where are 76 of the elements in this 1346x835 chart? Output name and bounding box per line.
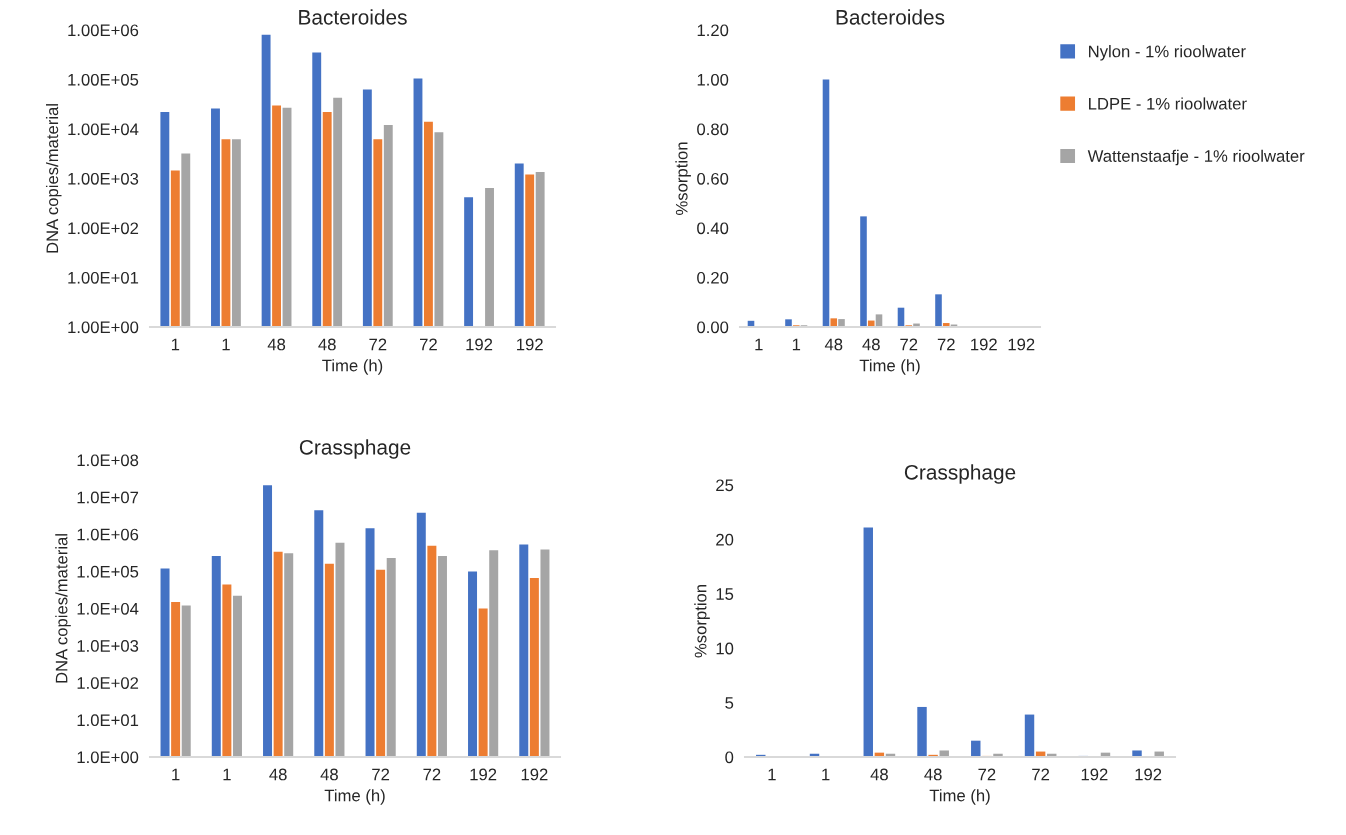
x-tick-label: 1: [792, 338, 801, 351]
chart-title: Bacteroides: [836, 9, 945, 25]
x-tick-label: 72: [369, 338, 387, 351]
y-tick-label: 1.0E+04: [77, 602, 139, 615]
x-axis-title: Time (h): [859, 359, 920, 375]
x-tick-label: 192: [470, 768, 497, 781]
x-axis-title: Time (h): [929, 789, 990, 805]
x-tick-label: 1: [171, 338, 180, 351]
x-axis-title: Time (h): [322, 359, 383, 375]
x-tick-label: 48: [320, 768, 338, 781]
x-tick-label: 1: [768, 768, 776, 781]
x-tick-label: 192: [466, 338, 493, 351]
x-tick-label: 48: [267, 338, 286, 351]
y-tick-label: 1.00E+03: [68, 172, 139, 185]
y-tick-label: 1.0E+03: [77, 640, 139, 652]
x-tick-label: 192: [1081, 768, 1108, 781]
legend-label: Nylon - 1% rioolwater: [1089, 45, 1246, 61]
y-tick-label: 15: [716, 588, 734, 600]
x-tick-label: 1: [755, 338, 763, 351]
y-tick-label: 1.0E+06: [77, 528, 139, 541]
y-tick-label: 1.0E+02: [77, 677, 139, 689]
y-axis-title: %sorption: [694, 585, 710, 658]
y-tick-label: 0.60: [697, 172, 729, 185]
x-tick-label: 192: [1135, 768, 1162, 781]
y-axis-title: DNA copies/material: [45, 104, 62, 253]
y-tick-label: 25: [716, 479, 734, 492]
x-tick-label: 72: [420, 338, 437, 351]
x-tick-label: 72: [900, 338, 918, 351]
x-tick-label: 72: [372, 768, 390, 781]
y-tick-label: 1.0E+05: [77, 565, 139, 578]
x-axis-title: Time (h): [324, 789, 385, 805]
x-tick-label: 192: [517, 338, 543, 351]
chart-title: Bacteroides: [299, 9, 407, 25]
y-tick-label: 1.0E+07: [77, 491, 139, 504]
x-tick-label: 48: [269, 768, 287, 781]
y-tick-label: 1.00E+00: [68, 321, 139, 334]
y-tick-label: 0: [725, 751, 734, 764]
y-tick-label: 1.00E+04: [68, 123, 139, 136]
y-tick-label: 0.20: [697, 271, 729, 284]
chart-title: Crassphage: [299, 439, 411, 459]
y-tick-label: 1.0E+08: [77, 454, 139, 467]
x-tick-label: 72: [978, 768, 996, 781]
x-tick-label: 72: [937, 338, 955, 351]
x-tick-label: 1: [222, 338, 230, 351]
y-tick-label: 1.0E+01: [77, 714, 139, 727]
y-tick-label: 0.40: [697, 222, 729, 235]
y-tick-label: 10: [716, 642, 734, 655]
x-tick-label: 192: [971, 338, 997, 351]
y-axis-title: %sorption: [675, 142, 691, 215]
y-tick-label: 0.00: [697, 321, 729, 334]
x-tick-label: 192: [521, 768, 548, 781]
x-tick-label: 48: [862, 338, 880, 351]
x-tick-label: 192: [1008, 338, 1035, 351]
x-tick-label: 48: [318, 338, 336, 351]
y-tick-label: 1.00E+06: [68, 24, 139, 37]
y-axis-title: DNA copies/material: [55, 534, 71, 683]
y-tick-label: 1.00E+01: [68, 271, 139, 284]
legend-label: LDPE - 1% rioolwater: [1089, 97, 1247, 110]
x-tick-label: 1: [822, 768, 830, 781]
y-tick-label: 20: [716, 533, 734, 546]
x-tick-label: 1: [223, 768, 231, 781]
x-tick-label: 48: [870, 768, 888, 781]
y-tick-label: 1.0E+00: [77, 751, 139, 764]
legend-label: Wattenstaafje - 1% rioolwater: [1087, 149, 1305, 166]
x-tick-label: 48: [924, 768, 942, 781]
y-tick-label: 1.00E+02: [68, 222, 139, 235]
y-tick-label: 1.00E+05: [68, 73, 139, 86]
x-tick-label: 48: [824, 338, 843, 351]
x-tick-label: 1: [172, 768, 180, 781]
y-tick-label: 1.20: [697, 24, 729, 37]
y-tick-label: 1.00: [697, 73, 729, 86]
x-tick-label: 72: [1032, 768, 1050, 781]
y-tick-label: 5: [725, 697, 734, 709]
y-tick-label: 0.80: [697, 123, 729, 136]
chart-title: Crassphage: [904, 464, 1016, 484]
x-tick-label: 72: [423, 768, 441, 781]
